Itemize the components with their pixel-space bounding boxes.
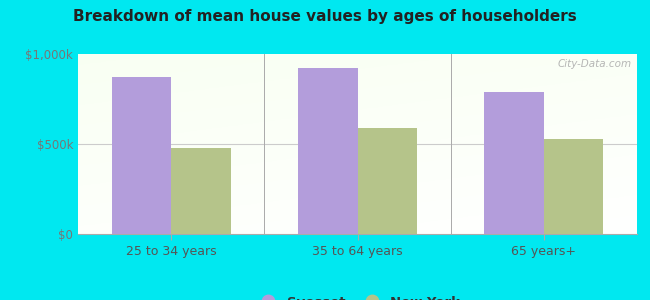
Bar xyxy=(112,77,171,234)
Bar xyxy=(171,148,231,234)
Bar xyxy=(298,68,358,234)
Bar xyxy=(358,128,417,234)
Bar xyxy=(484,92,544,234)
Bar xyxy=(544,139,603,234)
Legend: Syosset, New York: Syosset, New York xyxy=(250,290,465,300)
Text: City-Data.com: City-Data.com xyxy=(557,59,631,69)
Text: Breakdown of mean house values by ages of householders: Breakdown of mean house values by ages o… xyxy=(73,9,577,24)
